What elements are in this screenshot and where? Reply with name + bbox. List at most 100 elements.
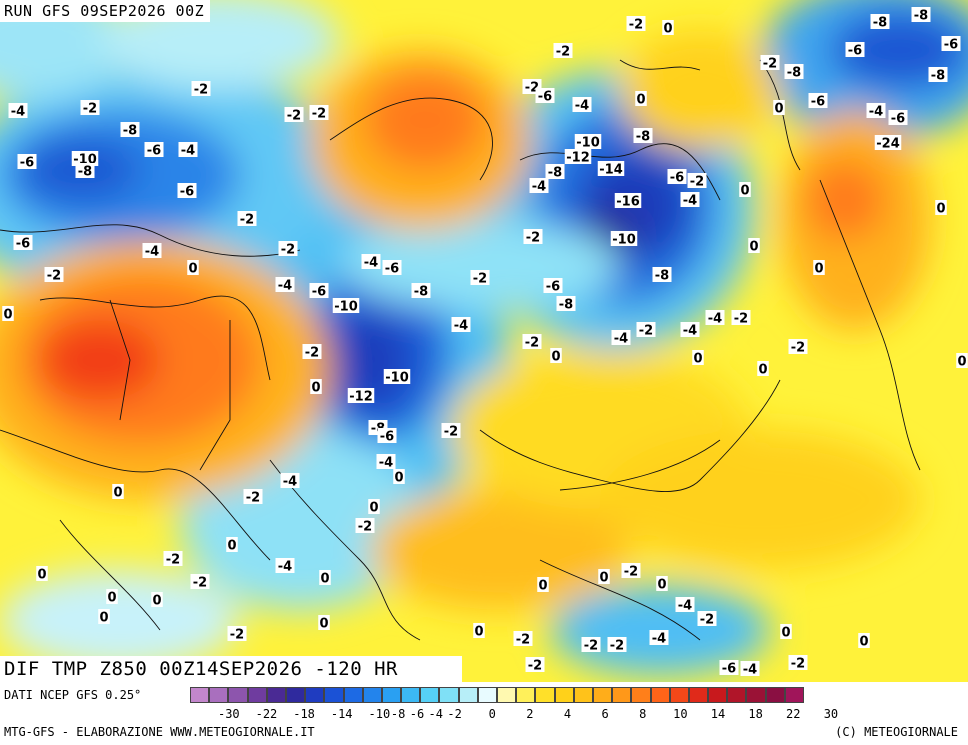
contour-label: 0 [814,262,823,277]
contour-label: 0 [113,486,122,501]
contour-label-box [243,489,263,504]
contour-label: -6 [891,112,905,127]
contour-label-box [513,631,533,646]
contour-label-box [178,142,198,157]
contour-label-box [649,630,669,645]
contour-label-box [190,574,210,589]
contour-label: -2 [312,107,326,122]
contour-label-box [80,100,100,115]
scale-swatch [746,687,766,703]
contour-label-box [784,64,804,79]
contour-label-box [75,163,95,178]
contour-label: -6 [385,262,399,277]
scale-tick-label: -8 [390,707,406,721]
contour-label-box [377,428,397,443]
contour-label: -12 [566,151,590,166]
contour-label-box [760,55,780,70]
contour-label: -4 [575,99,589,114]
contour-label: -2 [246,491,260,506]
scale-swatch [439,687,459,703]
contour-label-box [564,149,592,164]
contour-label: -6 [811,95,825,110]
scale-tick-label: -14 [330,707,353,721]
scale-tick-label: -6 [409,707,425,721]
data-source-label: DATI NCEP GFS 0.25° [4,688,142,702]
contour-label-box [697,611,717,626]
contour-label-box [740,661,760,676]
scale-tick-label: -22 [255,707,278,721]
contour-label: -2 [584,639,598,654]
scale-tick-label: -10 [368,707,391,721]
scale-swatch [669,687,689,703]
contour-label-box [473,623,485,638]
contour-label: -2 [194,83,208,98]
contour-label-box [71,151,99,166]
contour-label: -4 [364,256,378,271]
contour-label-box [142,243,162,258]
contour-label-box [680,192,700,207]
scale-swatch [650,687,670,703]
contour-label-box [187,260,199,275]
scale-tick-label: -2 [447,707,462,721]
scale-tick-label: 30 [823,707,839,721]
contour-label: -10 [334,300,358,315]
contour-label: -2 [610,639,624,654]
contour-label-box [17,154,37,169]
scale-swatch [612,687,632,703]
contour-label: -8 [636,130,650,145]
contour-label-box [662,20,674,35]
contour-label-box [226,537,238,552]
scale-swatch [727,687,747,703]
credit-right: (C) METEOGIORNALE [835,725,958,739]
contour-label: -4 [181,144,195,159]
contour-label: -6 [944,38,958,53]
contour-label-box [911,7,931,22]
contour-label-box [332,298,360,313]
contour-label: -8 [559,298,573,313]
contour-label: 0 [538,579,547,594]
contour-label: -4 [454,319,468,334]
contour-label: 0 [474,625,483,640]
run-header: RUN GFS 09SEP2026 00Z [0,0,211,22]
contour-label-box [611,330,631,345]
contour-label: -8 [78,165,92,180]
scale-swatch [592,687,613,703]
contour-label: -2 [473,272,487,287]
scale-swatch [401,687,421,703]
contour-label-box [376,454,396,469]
scale-swatch [247,687,267,703]
contour-label-box [120,122,140,137]
contour-label-box [675,597,695,612]
contour-label: -4 [708,312,722,327]
contour-label-box [310,379,322,394]
contour-label-box [383,369,411,384]
contour-label-box [319,570,331,585]
contour-label: 0 [3,308,12,323]
scale-swatch [285,687,306,703]
contour-label-box [144,142,164,157]
contour-label: -4 [869,105,883,120]
contour-label-box [731,310,751,325]
contour-label: -6 [538,90,552,105]
contour-label-box [177,183,197,198]
scale-swatch [554,687,574,703]
scale-swatch [228,687,248,703]
contour-label-box [687,173,707,188]
contour-label: 0 [693,352,702,367]
contour-label: -4 [683,324,697,339]
contour-label-box [191,81,211,96]
contour-label: -2 [287,109,301,124]
contour-label: -2 [526,231,540,246]
scale-tick-label: 14 [710,707,726,721]
scale-swatch [765,687,785,703]
contour-label-box [411,283,431,298]
scale-swatch [381,687,402,703]
contour-label: -2 [791,657,805,672]
contour-label: -2 [516,633,530,648]
contour-label: 0 [369,501,378,516]
contour-label: -8 [414,285,428,300]
contour-label: 0 [781,626,790,641]
contour-label: 0 [740,184,749,199]
contour-label: -4 [379,456,393,471]
contour-label-box [535,88,555,103]
